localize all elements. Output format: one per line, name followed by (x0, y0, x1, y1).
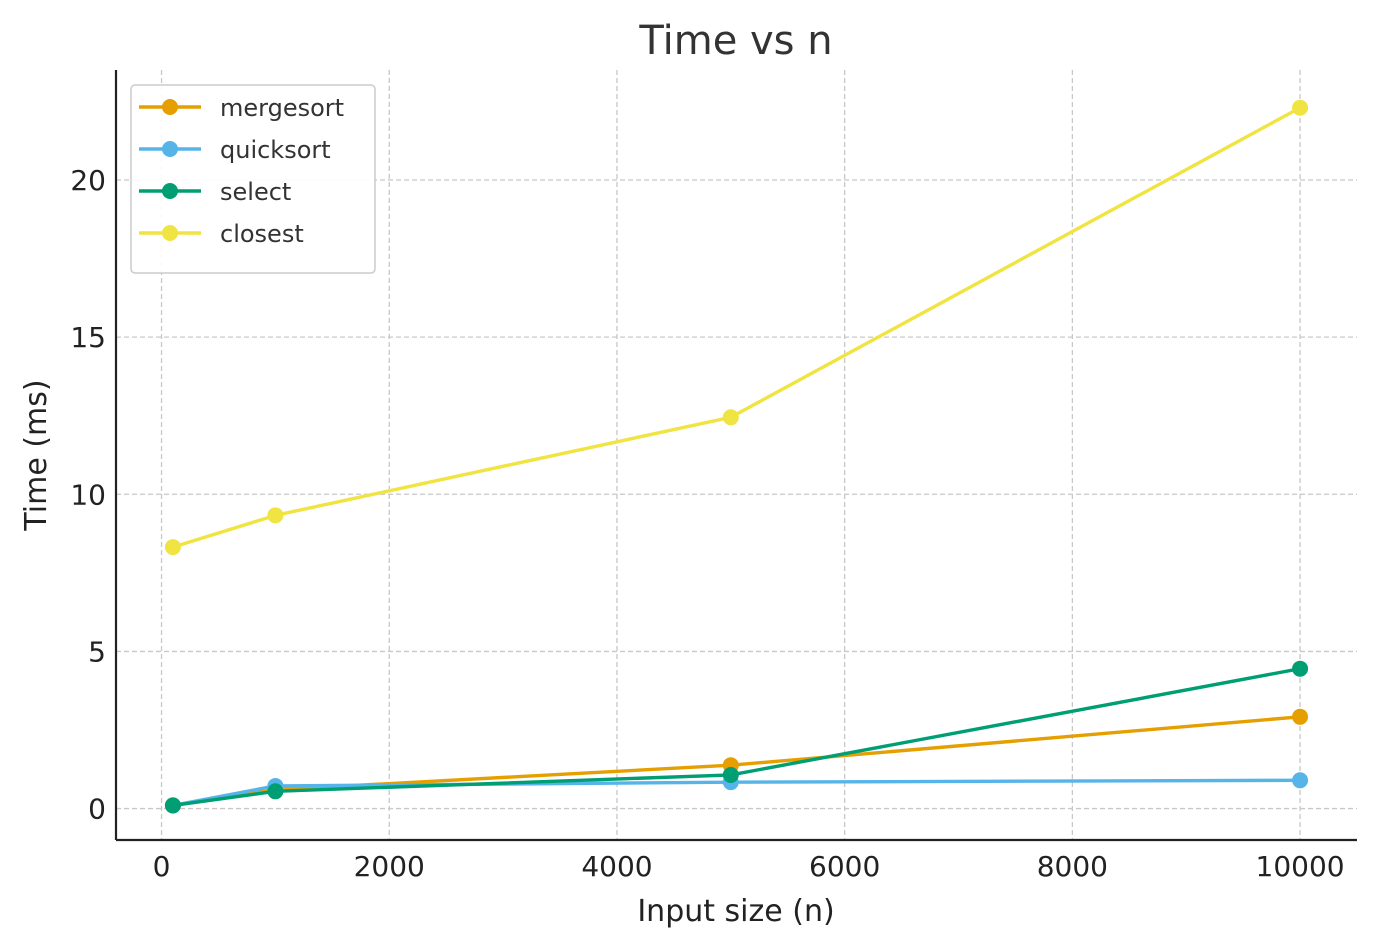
legend-box (130, 84, 376, 274)
x-tick-label: 10000 (1256, 850, 1345, 883)
legend-marker-swatch (162, 225, 178, 241)
y-tick-label: 20 (70, 164, 106, 197)
legend-marker-swatch (162, 99, 178, 115)
legend-marker-swatch (162, 141, 178, 157)
select-line (171, 667, 1302, 808)
series-closest (164, 99, 1309, 556)
closest-point (1292, 99, 1309, 116)
select-point (1292, 660, 1309, 677)
legend-label: quicksort (220, 136, 331, 164)
y-axis-label: Time (ms) (19, 379, 54, 531)
series-mergesort (164, 708, 1309, 814)
legend-item-mergesort: mergesort (139, 94, 344, 122)
y-tick-label: 0 (88, 793, 106, 826)
x-tick-label: 4000 (581, 850, 652, 883)
y-tick-label: 10 (70, 478, 106, 511)
select-point (164, 797, 181, 814)
y-tick-label: 15 (70, 321, 106, 354)
closest-line (171, 106, 1302, 549)
x-tick-label: 6000 (809, 850, 880, 883)
x-axis-label: Input size (n) (637, 894, 834, 929)
legend-label: select (220, 178, 291, 206)
y-tick-label: 5 (88, 635, 106, 668)
x-tick-label: 2000 (354, 850, 425, 883)
legend-label: closest (220, 220, 304, 248)
legend-label: mergesort (220, 94, 344, 122)
legend-item-quicksort: quicksort (139, 136, 331, 164)
select-point (267, 783, 284, 800)
legend-marker-swatch (162, 183, 178, 199)
select-point (722, 766, 739, 783)
closest-point (722, 409, 739, 426)
legend-item-select: select (139, 178, 291, 206)
quicksort-point (1292, 772, 1309, 789)
legend: mergesort quicksort select closest (130, 84, 376, 274)
legend-item-closest: closest (139, 220, 304, 248)
x-tick-label: 0 (153, 850, 171, 883)
closest-point (164, 539, 181, 556)
closest-point (267, 507, 284, 524)
mergesort-point (1292, 708, 1309, 725)
chart-title: Time vs n (638, 18, 832, 64)
series-select (164, 660, 1309, 814)
x-tick-label: 8000 (1037, 850, 1108, 883)
